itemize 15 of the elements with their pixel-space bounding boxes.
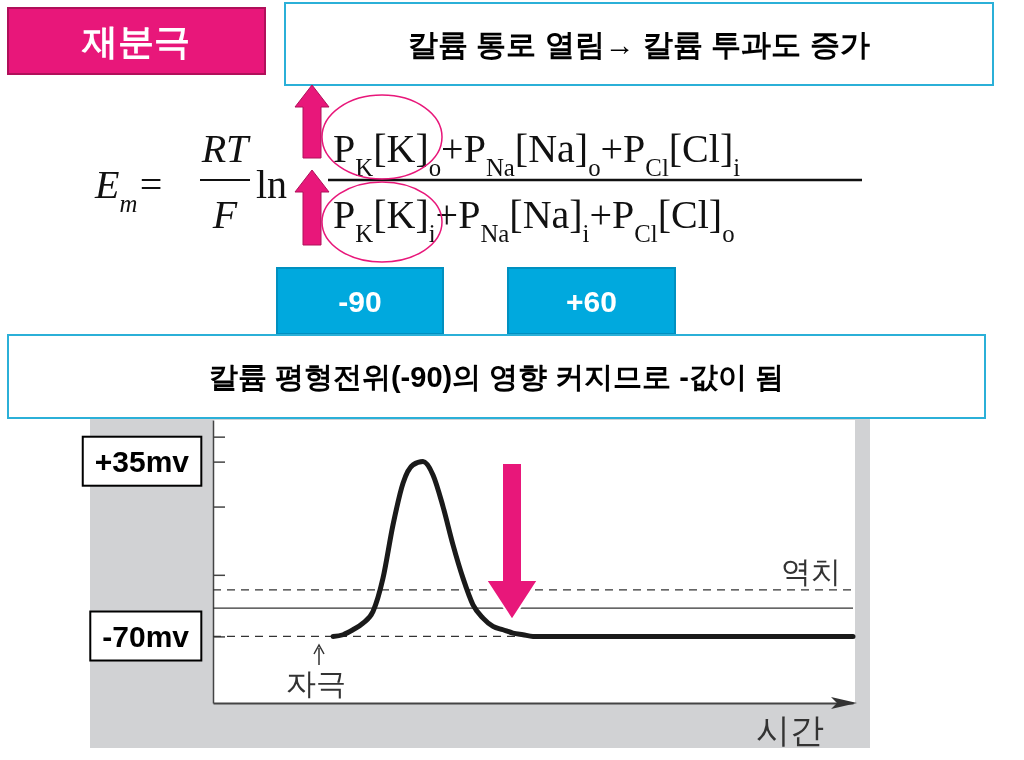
ref-line-label: 역치 [781,554,841,588]
text: 칼륨 평형전위(-90)의 영향 커지므로 -값이 됨 [208,360,785,393]
text: +60 [566,284,617,318]
annotation: 자극 [286,667,346,700]
text: F [211,192,238,237]
y-tick-label: -70mv [102,619,190,653]
text: 칼륨 통로 열림→ 칼륨 투과도 증가 [408,27,870,61]
text: -90 [338,284,382,318]
chart-title: 재분극 [81,21,190,62]
x-axis-title: 시간 [756,711,824,749]
text: E$_{m}$= [94,162,165,217]
text: ln [256,162,288,207]
y-tick-label: +35mv [94,444,190,478]
text: P$_{K}$[K]$_{o}$+P$_{Na}$[Na]$_{o}$+P$_{Cl}$[Cl]$_{i}$ [333,126,741,181]
text: RT [200,126,252,171]
